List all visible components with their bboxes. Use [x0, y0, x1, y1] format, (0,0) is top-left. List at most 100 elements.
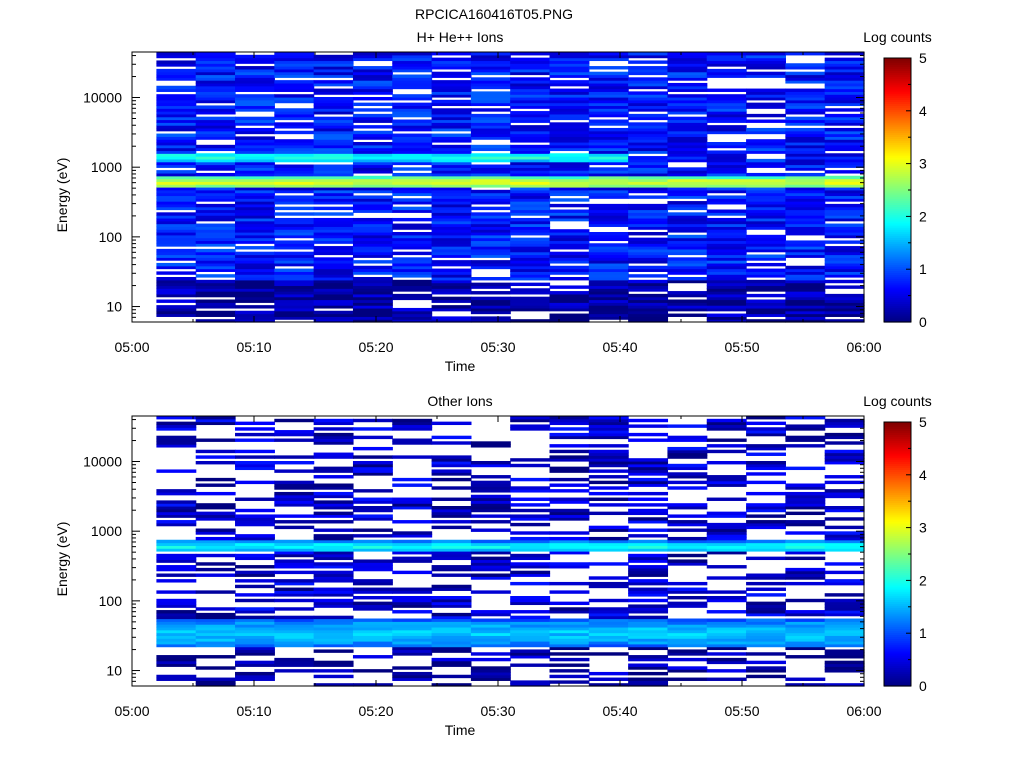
heatmap-cell — [588, 181, 629, 185]
heatmap-cell — [313, 88, 354, 92]
heatmap-cell — [588, 316, 629, 320]
x-tick-label: 05:40 — [602, 703, 637, 719]
heatmap-cell — [274, 156, 315, 160]
heatmap-cell — [195, 189, 236, 194]
heatmap-cell — [706, 217, 747, 222]
heatmap-cell — [628, 520, 669, 524]
heatmap-cell — [549, 254, 590, 258]
heatmap-cell — [274, 615, 315, 620]
heatmap-cell — [470, 441, 511, 445]
heatmap-cell — [785, 302, 826, 306]
colorbar-segment — [884, 225, 911, 228]
heatmap-cell — [667, 77, 708, 81]
heatmap-cell — [195, 553, 236, 558]
heatmap-cell — [470, 175, 511, 180]
heatmap-cell — [706, 277, 747, 281]
colorbar-segment — [884, 249, 911, 253]
heatmap-cell — [313, 116, 354, 121]
heatmap-cell — [235, 449, 275, 454]
heatmap-cell — [706, 262, 747, 267]
heatmap-cell — [352, 427, 393, 431]
heatmap-cell — [549, 316, 590, 320]
heatmap-cell — [588, 461, 629, 465]
heatmap-cell — [628, 319, 669, 323]
heatmap-cell — [510, 189, 551, 194]
heatmap-cell — [746, 94, 786, 98]
heatmap-cell — [352, 164, 393, 168]
heatmap-cell — [785, 88, 826, 92]
heatmap-cell — [431, 553, 472, 558]
heatmap-cell — [549, 158, 590, 163]
colorbar-segment — [884, 198, 911, 201]
heatmap-cell — [785, 268, 826, 272]
heatmap-cell — [392, 127, 433, 132]
heatmap-cell — [746, 60, 786, 64]
heatmap-cell — [392, 82, 433, 87]
heatmap-cell — [195, 305, 236, 309]
heatmap-cell — [313, 618, 354, 622]
heatmap-cell — [195, 629, 236, 634]
heatmap-cell — [352, 248, 393, 253]
heatmap-cell — [746, 621, 786, 625]
heatmap-cell — [628, 305, 669, 309]
heatmap-cell — [195, 251, 236, 256]
heatmap-cell — [313, 147, 354, 152]
heatmap-cell — [628, 108, 669, 112]
heatmap-cell — [431, 296, 472, 301]
heatmap-cell — [746, 105, 786, 109]
heatmap-cell — [235, 220, 275, 225]
colorbar-segment — [884, 512, 911, 516]
colorbar-segment — [884, 295, 911, 298]
heatmap-cell — [235, 432, 275, 437]
heatmap-cell — [785, 520, 826, 524]
heatmap-cell — [392, 97, 433, 101]
heatmap-cell — [431, 469, 472, 473]
heatmap-cell — [156, 63, 197, 67]
heatmap-cell — [628, 480, 669, 485]
heatmap-cell — [156, 626, 197, 631]
heatmap-cell — [549, 466, 590, 471]
heatmap-cell — [785, 240, 826, 244]
heatmap-cell — [274, 660, 315, 665]
heatmap-cell — [706, 302, 747, 306]
heatmap-cell — [156, 635, 197, 639]
heatmap-cell — [235, 217, 275, 222]
colorbar-segment — [884, 677, 911, 681]
heatmap-cell — [667, 133, 708, 137]
heatmap-cell — [824, 604, 865, 608]
colorbar-segment — [884, 202, 911, 206]
heatmap-cell — [824, 178, 865, 182]
heatmap-cell — [274, 170, 315, 174]
heatmap-cell — [274, 469, 315, 473]
heatmap-cell — [588, 641, 629, 645]
heatmap-cell — [510, 119, 551, 123]
heatmap-cell — [352, 167, 393, 171]
colorbar-segment — [884, 194, 911, 197]
heatmap-cell — [824, 181, 865, 185]
x-tick-label: 05:00 — [114, 703, 149, 719]
x-axis-label: Time — [445, 722, 476, 738]
heatmap-cell — [274, 288, 315, 292]
heatmap-cell — [824, 156, 865, 160]
heatmap-cell — [588, 254, 629, 258]
colorbar-segment — [884, 88, 911, 92]
heatmap-cell — [746, 643, 786, 648]
heatmap-cell — [706, 142, 747, 146]
heatmap-cell — [313, 475, 354, 479]
heatmap-cell — [392, 618, 433, 622]
heatmap-cell — [195, 52, 236, 56]
heatmap-cell — [628, 127, 669, 132]
heatmap-cell — [785, 548, 826, 552]
heatmap-cell — [431, 217, 472, 222]
heatmap-cell — [235, 641, 275, 645]
heatmap-cell — [352, 624, 393, 628]
colorbar-segment — [884, 545, 911, 549]
heatmap-cell — [628, 296, 669, 301]
heatmap-cell — [746, 288, 786, 292]
heatmap-cell — [274, 432, 315, 437]
heatmap-cell — [628, 133, 669, 137]
heatmap-cell — [746, 641, 786, 645]
colorbar-segment — [884, 315, 911, 319]
heatmap-cell — [313, 643, 354, 648]
heatmap-cell — [431, 520, 472, 524]
